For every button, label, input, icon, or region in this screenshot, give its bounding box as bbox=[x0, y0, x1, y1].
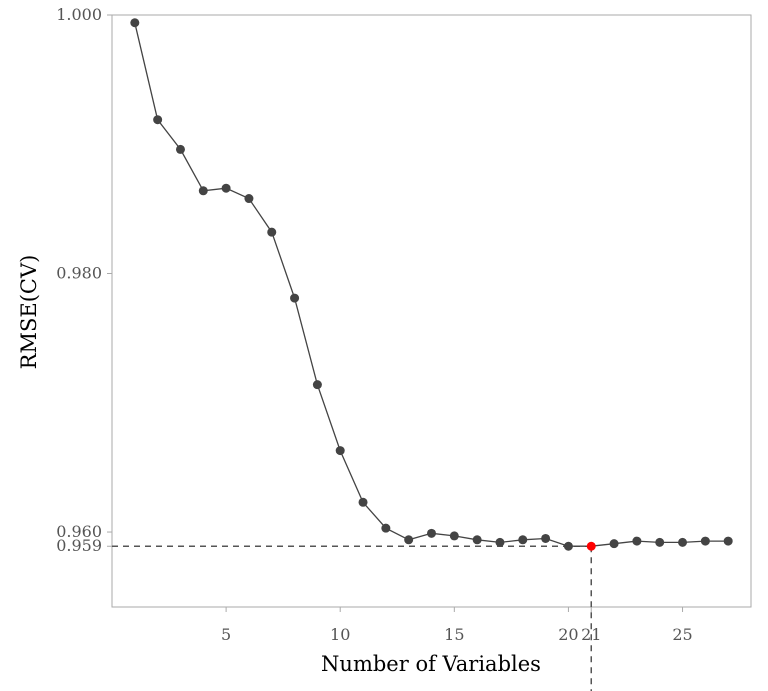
data-point bbox=[655, 537, 665, 547]
data-point bbox=[267, 227, 277, 237]
x-tick-label: 5 bbox=[221, 625, 231, 644]
plot-frame bbox=[111, 14, 752, 608]
data-point bbox=[290, 293, 300, 303]
data-point bbox=[175, 144, 185, 154]
data-point bbox=[427, 528, 436, 538]
data-point bbox=[221, 183, 231, 193]
data-point bbox=[198, 186, 208, 196]
data-point bbox=[472, 535, 482, 545]
data-point bbox=[381, 523, 391, 533]
x-tick-label: 20 bbox=[558, 625, 578, 644]
y-tick-label: 0.960 bbox=[56, 522, 102, 541]
data-point bbox=[541, 533, 551, 543]
y-axis-title: RMSE(CV) bbox=[17, 255, 41, 370]
x-axis-ticks: 5 10 15 20 21 25 bbox=[221, 607, 693, 644]
x-tick-label: 21 bbox=[581, 625, 601, 644]
data-point bbox=[563, 541, 573, 551]
data-point bbox=[244, 194, 254, 204]
highlight-point bbox=[586, 541, 596, 551]
data-point bbox=[153, 115, 163, 125]
reference-lines bbox=[112, 545, 592, 691]
data-point bbox=[130, 18, 140, 28]
data-point bbox=[358, 497, 368, 507]
y-tick-label: 1.000 bbox=[56, 5, 102, 24]
data-point bbox=[495, 537, 505, 547]
data-point bbox=[700, 536, 710, 546]
y-tick-label: 0.980 bbox=[56, 264, 102, 283]
data-point bbox=[678, 537, 688, 547]
data-point bbox=[404, 535, 414, 545]
data-point bbox=[335, 446, 345, 456]
x-tick-label: 15 bbox=[444, 625, 464, 644]
y-tick-label: 0.959 bbox=[56, 536, 102, 555]
data-point bbox=[518, 535, 528, 545]
data-point bbox=[312, 380, 322, 390]
x-axis-title: Number of Variables bbox=[321, 652, 541, 676]
data-point bbox=[449, 531, 459, 541]
x-tick-label: 10 bbox=[330, 625, 350, 644]
x-tick-label: 25 bbox=[672, 625, 692, 644]
data-points bbox=[130, 18, 733, 551]
data-point bbox=[723, 536, 733, 546]
data-point bbox=[632, 536, 642, 546]
data-point bbox=[609, 539, 619, 549]
series-line bbox=[134, 22, 729, 547]
